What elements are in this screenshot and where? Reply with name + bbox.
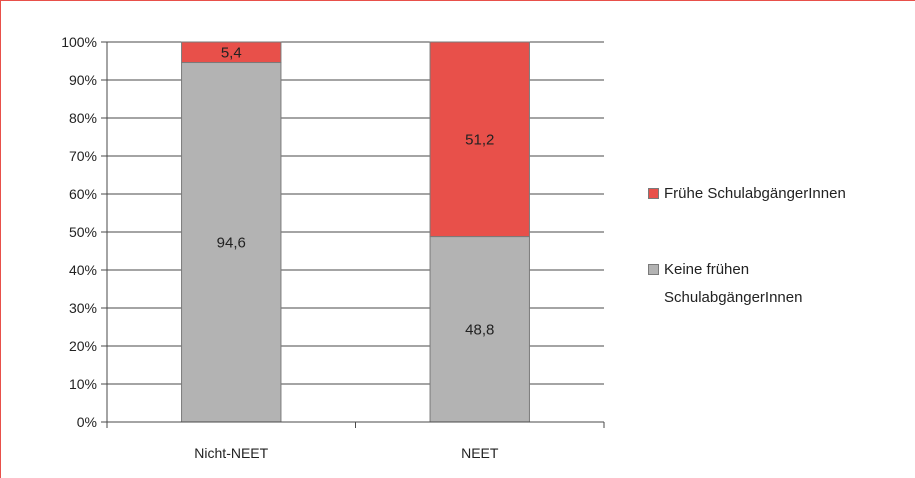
y-tick-label: 50% [69,224,97,240]
y-axis-ticks: 0% 10% 20% 30% 40% 50% 60% 70% 80% 90% 100% [61,34,107,430]
axes [106,42,605,428]
legend-label-keine: Keine frühen SchulabgängerInnen [664,256,802,312]
legend-swatch-keine [648,264,659,275]
y-tick-label: 60% [69,186,97,202]
y-tick-label: 10% [69,376,97,392]
legend-label-fruehe: Frühe SchulabgängerInnen [664,185,846,202]
y-tick-label: 0% [77,414,97,430]
legend-label-keine-line1: Keine frühen [664,261,750,278]
bar-segment [181,41,282,64]
data-label: 94,6 [217,234,246,251]
y-tick-label: 30% [69,300,97,316]
legend-swatch-fruehe [648,188,659,199]
x-category-label: NEET [461,445,499,461]
bar-segment [181,62,282,423]
data-labels: 94,6 5,4 48,8 51,2 [217,44,495,338]
x-category-label: Nicht-NEET [194,445,268,461]
y-tick-label: 40% [69,262,97,278]
y-tick-label: 100% [61,34,97,50]
legend-item-fruehe: Frühe SchulabgängerInnen [648,180,846,208]
bar-segment [429,236,530,423]
legend-item-keine: Keine frühen SchulabgängerInnen [648,256,802,312]
data-label: 48,8 [465,321,494,338]
y-tick-label: 90% [69,72,97,88]
data-label: 5,4 [221,44,242,61]
data-label: 51,2 [465,131,494,148]
y-tick-label: 20% [69,338,97,354]
bars [181,41,530,423]
y-tick-label: 80% [69,110,97,126]
bar-segment [429,41,530,238]
legend-label-keine-line2: SchulabgängerInnen [664,289,803,306]
category-labels: Nicht-NEET NEET [194,445,499,461]
y-tick-label: 70% [69,148,97,164]
